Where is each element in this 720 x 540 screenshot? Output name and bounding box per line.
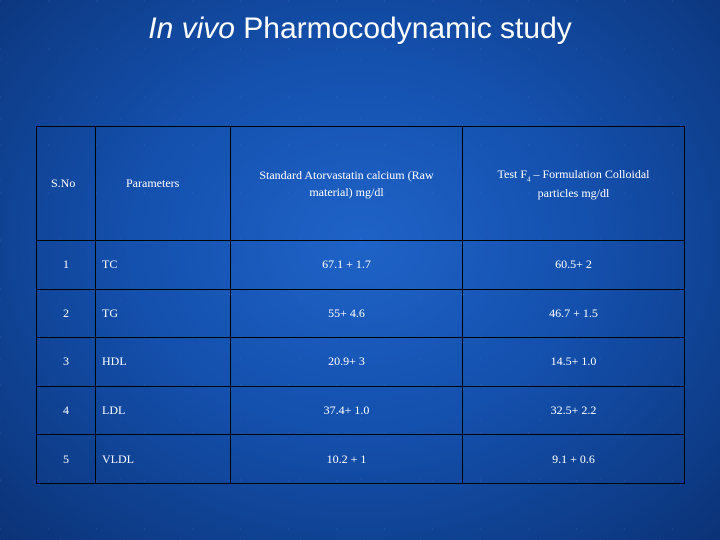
cell-sno: 1 xyxy=(36,240,96,290)
cell-test: 46.7 + 1.5 xyxy=(462,288,685,339)
cell-param: TC xyxy=(95,240,231,290)
table-row: 3 HDL 20.9+ 3 14.5+ 1.0 xyxy=(36,337,685,387)
table-row: 1 TC 67.1 + 1.7 60.5+ 2 xyxy=(36,240,685,290)
cell-param: LDL xyxy=(95,385,231,436)
cell-test: 14.5+ 1.0 xyxy=(462,337,685,387)
title-italic: In vivo xyxy=(148,12,235,45)
header-test-suffix: – Formulation Colloidal particles mg/dl xyxy=(530,166,650,200)
table-row: 5 VLDL 10.2 + 1 9.1 + 0.6 xyxy=(36,434,685,484)
cell-sno: 3 xyxy=(36,337,96,387)
header-test-prefix: Test F xyxy=(497,166,528,181)
cell-param: HDL xyxy=(95,337,231,387)
cell-test: 32.5+ 2.2 xyxy=(462,385,685,436)
table-row: 4 LDL 37.4+ 1.0 32.5+ 2.2 xyxy=(36,385,685,436)
cell-sno: 2 xyxy=(36,288,96,339)
cell-sno: 5 xyxy=(36,434,96,484)
cell-sno: 4 xyxy=(36,385,96,436)
cell-standard: 37.4+ 1.0 xyxy=(230,385,463,436)
header-sno: S.No xyxy=(36,126,96,241)
header-parameters: Parameters xyxy=(95,126,231,241)
header-test: Test F4 – Formulation Colloidal particle… xyxy=(462,126,685,241)
cell-standard: 55+ 4.6 xyxy=(230,288,463,339)
cell-standard: 20.9+ 3 xyxy=(230,337,463,387)
table-header-row: S.No Parameters Standard Atorvastatin ca… xyxy=(36,126,685,241)
cell-param: TG xyxy=(95,288,231,339)
cell-test: 9.1 + 0.6 xyxy=(462,434,685,484)
pharmacodynamic-table: S.No Parameters Standard Atorvastatin ca… xyxy=(36,126,685,484)
slide-title: In vivo Pharmocodynamic study xyxy=(0,12,720,46)
title-text: Pharmocodynamic study xyxy=(234,12,572,45)
header-standard: Standard Atorvastatin calcium (Raw mater… xyxy=(230,126,463,241)
cell-standard: 67.1 + 1.7 xyxy=(230,240,463,290)
header-test-subscript: 4 xyxy=(527,175,531,184)
cell-standard: 10.2 + 1 xyxy=(230,434,463,484)
cell-param: VLDL xyxy=(95,434,231,484)
table-row: 2 TG 55+ 4.6 46.7 + 1.5 xyxy=(36,288,685,339)
cell-test: 60.5+ 2 xyxy=(462,240,685,290)
